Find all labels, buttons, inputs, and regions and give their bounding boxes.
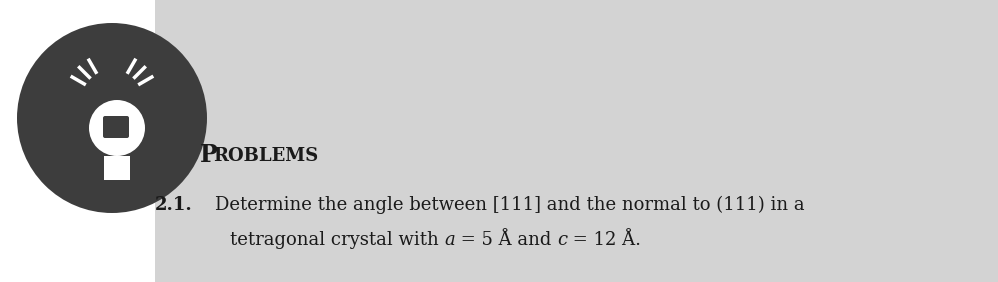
Text: ROBLEMS: ROBLEMS <box>213 147 318 165</box>
Text: tetragonal crystal with: tetragonal crystal with <box>230 231 444 249</box>
FancyBboxPatch shape <box>104 156 130 180</box>
Circle shape <box>17 23 207 213</box>
Text: c: c <box>557 231 568 249</box>
Text: 2.1.: 2.1. <box>155 196 193 214</box>
Circle shape <box>89 100 145 156</box>
Text: = 12 Å.: = 12 Å. <box>568 231 642 249</box>
FancyBboxPatch shape <box>103 116 129 138</box>
Text: Determine the angle between [111] and the normal to (111) in a: Determine the angle between [111] and th… <box>215 196 804 214</box>
FancyBboxPatch shape <box>155 0 998 282</box>
Text: P: P <box>200 143 218 167</box>
Text: a: a <box>444 231 455 249</box>
Text: = 5 Å and: = 5 Å and <box>455 231 557 249</box>
